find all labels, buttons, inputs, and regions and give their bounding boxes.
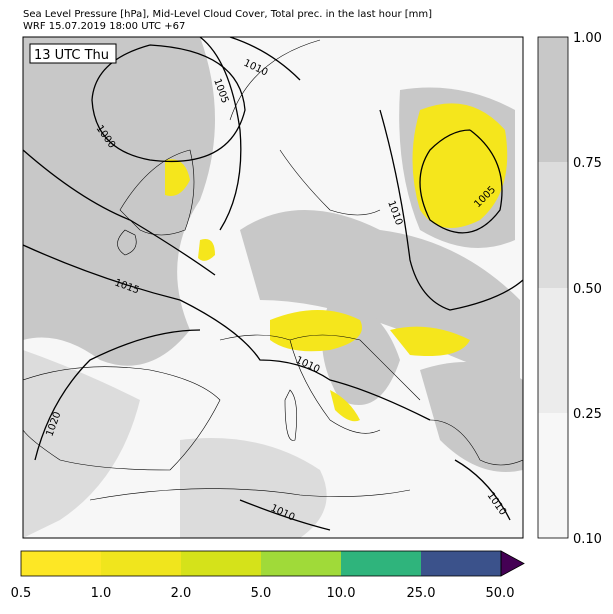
precipitation	[165, 103, 508, 422]
colorbar-tick-label: 1.00	[573, 31, 602, 46]
colorbar-tick-label: 0.5	[11, 586, 32, 601]
title: Sea Level Pressure [hPa], Mid-Level Clou…	[23, 9, 432, 20]
subtitle: WRF 15.07.2019 18:00 UTC +67	[23, 21, 185, 32]
colorbar-tick-label: 25.0	[407, 586, 436, 601]
time-label-box	[29, 43, 117, 64]
cloud-cover-light	[23, 350, 327, 538]
time-label: 13 UTC Thu	[34, 48, 109, 63]
colorbar-band	[21, 551, 101, 576]
colorbar-band	[538, 37, 568, 162]
colorbar-tick-label: 0.75	[573, 156, 602, 171]
colorbar-band	[421, 551, 501, 576]
colorbar-tick-label: 50.0	[486, 586, 515, 601]
coastlines	[23, 39, 523, 501]
colorbar-band	[101, 551, 181, 576]
colorbar-tick-label: 10.0	[327, 586, 356, 601]
precip-colorbar: 0.5 1.0 2.0 5.0 10.0 25.0 50.0	[11, 550, 525, 601]
colorbar-band	[538, 288, 568, 413]
colorbar-band	[261, 551, 341, 576]
colorbar-frame	[20, 550, 502, 577]
map: 1010 1005 1000 1015 1020 1010 1010 1005 …	[23, 37, 523, 538]
colorbar-tick-label: 5.0	[251, 586, 272, 601]
colorbar-band	[341, 551, 421, 576]
map-frame	[22, 36, 524, 539]
colorbar-band	[538, 413, 568, 538]
colorbar-band	[538, 162, 568, 288]
isobars	[23, 37, 523, 531]
cloud-colorbar: 0.10 0.25 0.50 0.75 1.00	[537, 31, 602, 547]
colorbar-tick-label: 0.10	[573, 532, 602, 547]
colorbar-tick-label: 2.0	[171, 586, 192, 601]
colorbar-frame	[537, 36, 569, 539]
colorbar-tick-label: 1.0	[91, 586, 112, 601]
colorbar-tick-label: 0.50	[573, 282, 602, 297]
colorbar-tick-label: 0.25	[573, 407, 602, 422]
colorbar-extension	[500, 550, 525, 577]
colorbar-band	[181, 551, 261, 576]
